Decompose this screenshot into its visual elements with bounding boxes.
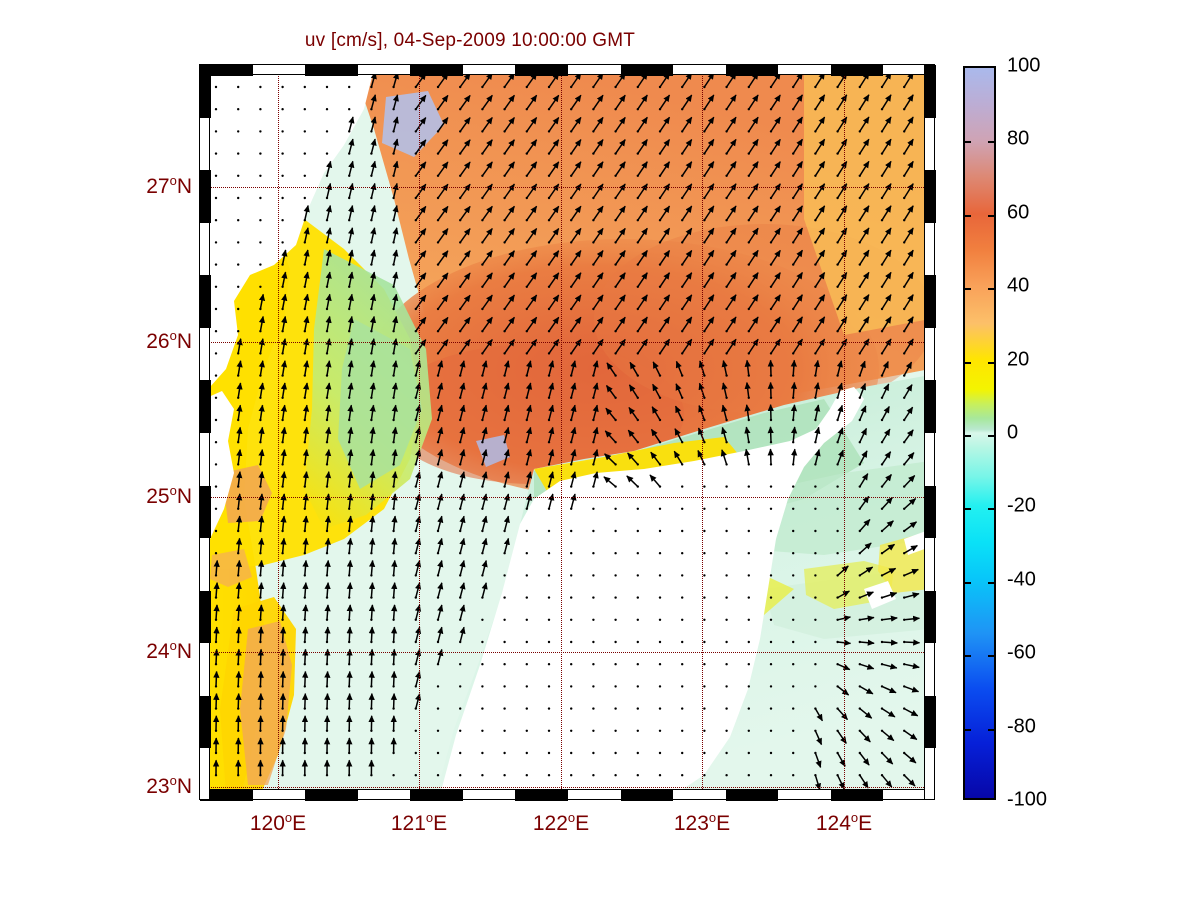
y-tick-label-23: 23oN (146, 773, 192, 798)
colorbar-label-20: 20 (1007, 348, 1030, 371)
gridline-lon-120 (278, 69, 279, 795)
land-taiwan (440, 387, 864, 795)
colorbar-tick-right--60 (988, 655, 995, 658)
colorbar-label-40: 40 (1007, 274, 1030, 297)
figure-title: uv [cm/s], 04-Sep-2009 10:00:00 GMT (304, 30, 636, 51)
scalar-field-and-vectors (204, 69, 930, 795)
field-svg (204, 69, 930, 795)
colorbar-tick--40 (964, 581, 971, 584)
x-tick-label-121: 121oE (390, 810, 448, 835)
x-tick-label-122: 122oE (532, 810, 590, 835)
gridline-lat-24 (204, 652, 930, 653)
gridline-lon-122 (561, 69, 562, 795)
land-mainland-china (204, 69, 374, 399)
colorbar-tick-right-40 (988, 288, 995, 291)
gridline-lat-23 (204, 787, 930, 788)
colorbar-tick-right-80 (988, 141, 995, 144)
colorbar-label-0: 0 (1007, 421, 1019, 444)
colorbar-tick-80 (964, 141, 971, 144)
gridline-lon-123 (702, 69, 703, 795)
colorbar-label-60: 60 (1007, 201, 1030, 224)
colorbar-tick-0 (964, 435, 971, 437)
colorbar-label-80: 80 (1007, 127, 1030, 150)
y-tick-label-24: 24oN (146, 638, 192, 663)
y-tick-label-27: 27oN (146, 173, 192, 198)
colorbar (963, 66, 996, 800)
colorbar-label--100: -100 (1007, 788, 1048, 811)
colorbar-tick-right--80 (988, 728, 995, 731)
colorbar-label--80: -80 (1007, 715, 1036, 738)
colorbar-tick--60 (964, 655, 971, 658)
axis-frame-bottom (199, 789, 935, 801)
colorbar-label--20: -20 (1007, 494, 1036, 517)
colorbar-tick-right-20 (988, 361, 995, 364)
colorbar-gradient (965, 68, 994, 798)
gridline-lat-25 (204, 497, 930, 498)
gridline-lat-27 (204, 187, 930, 188)
colorbar-tick-40 (964, 288, 971, 291)
colorbar-tick-20 (964, 361, 971, 364)
gridline-lon-124 (844, 69, 845, 795)
colorbar-label--40: -40 (1007, 568, 1036, 591)
axis-frame-top (199, 64, 935, 76)
x-tick-label-123: 123oE (673, 810, 731, 835)
colorbar-label-100: 100 (1007, 54, 1041, 77)
colorbar-tick-right-0 (988, 435, 995, 437)
current-vector-arrows (212, 72, 921, 791)
colorbar-tick-right--20 (988, 508, 995, 511)
colorbar-label--60: -60 (1007, 641, 1036, 664)
colorbar-tick-right-60 (988, 214, 995, 217)
axis-frame-left (199, 64, 211, 800)
gridline-lon-121 (419, 69, 420, 795)
x-tick-label-124: 124oE (815, 810, 873, 835)
colorbar-tick--20 (964, 508, 971, 511)
colorbar-tick-60 (964, 214, 971, 217)
colorbar-tick-right--40 (988, 581, 995, 584)
y-tick-label-26: 26oN (146, 328, 192, 353)
axis-frame-right (924, 64, 936, 800)
x-tick-label-120: 120oE (249, 810, 307, 835)
map-axes (199, 64, 936, 801)
gridline-lat-26 (204, 342, 930, 343)
y-tick-label-25: 25oN (146, 483, 192, 508)
colorbar-tick--80 (964, 728, 971, 731)
